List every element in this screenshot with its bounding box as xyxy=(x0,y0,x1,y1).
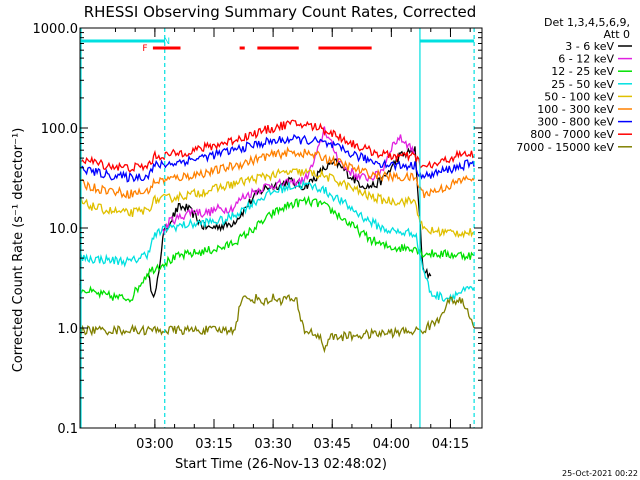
x-tick-label-6: 04:15 xyxy=(432,437,469,452)
series-line-5 xyxy=(79,167,475,239)
y-tick-label-5: 1000.0 xyxy=(33,22,79,37)
legend-label-6: 100 - 300 keV xyxy=(537,103,614,116)
legend-label-5: 50 - 100 keV xyxy=(544,90,614,103)
series-line-6 xyxy=(79,146,475,199)
legend-header-line-2: Att 0 xyxy=(604,28,630,41)
y-tick-label-4: 100.0 xyxy=(41,122,78,137)
legend-label-3: 12 - 25 keV xyxy=(551,65,614,78)
series-line-2 xyxy=(162,126,416,236)
series-line-7 xyxy=(79,133,475,183)
timestamp: 25-Oct-2021 00:22 xyxy=(562,469,638,478)
marker-f: F xyxy=(142,44,147,54)
legend-label-4: 25 - 50 keV xyxy=(551,78,614,91)
y-tick-label-2: 1.0 xyxy=(57,322,78,337)
series-line-9 xyxy=(79,293,475,354)
legend-label-7: 300 - 800 keV xyxy=(537,116,614,129)
legend-label-1: 3 - 6 keV xyxy=(565,40,614,53)
plot-frame xyxy=(79,27,483,429)
series-line-4 xyxy=(79,179,475,303)
legend-label-9: 7000 - 15000 keV xyxy=(516,141,614,154)
series-line-3 xyxy=(79,195,475,303)
legend-label-2: 6 - 12 keV xyxy=(558,53,614,66)
series-line-8 xyxy=(79,119,475,173)
legend-label-8: 800 - 7000 keV xyxy=(530,128,614,141)
x-axis-label: Start Time (26-Nov-13 02:48:02) xyxy=(175,457,387,472)
marker-n: N xyxy=(163,37,170,47)
y-axis-label: Corrected Count Rate (s⁻¹ detector⁻¹) xyxy=(11,128,26,373)
y-tick-label-3: 10.0 xyxy=(49,222,78,237)
y-tick-label-1: 0.1 xyxy=(57,422,78,437)
x-tick-label-5: 04:00 xyxy=(373,437,410,452)
x-tick-label-1: 03:00 xyxy=(136,437,173,452)
chart-title: RHESSI Observing Summary Count Rates, Co… xyxy=(84,3,477,21)
x-tick-label-2: 03:15 xyxy=(195,437,232,452)
x-tick-label-3: 03:30 xyxy=(254,437,291,452)
legend-header-line-1: Det 1,3,4,5,6,9, xyxy=(544,16,630,29)
x-tick-label-4: 03:45 xyxy=(314,437,351,452)
